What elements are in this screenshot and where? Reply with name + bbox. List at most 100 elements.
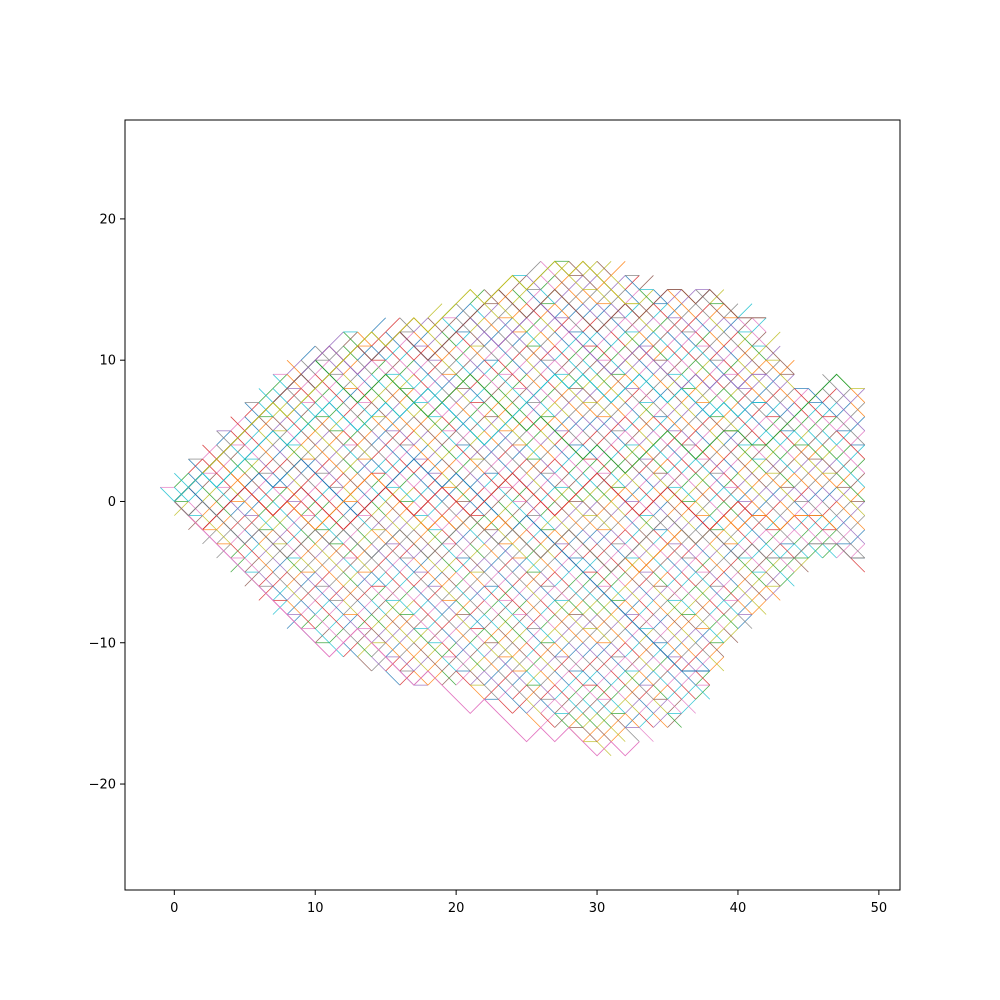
- lattice-segment: [582, 670, 598, 686]
- lattice-segment: [286, 388, 302, 403]
- lattice-segment: [695, 303, 711, 319]
- lattice-segment: [610, 670, 626, 686]
- lattice-segment: [455, 600, 471, 615]
- lattice-segment: [667, 670, 682, 686]
- lattice-segment: [639, 571, 654, 587]
- lattice-segment: [300, 600, 316, 615]
- lattice-segment: [357, 444, 372, 460]
- lattice-segment: [427, 359, 443, 375]
- lattice-segment: [202, 487, 217, 502]
- lattice-segment: [751, 388, 767, 403]
- lattice-segment: [314, 487, 330, 502]
- lattice-segment: [512, 501, 527, 516]
- lattice-segment: [596, 600, 612, 615]
- lattice-segment: [357, 614, 372, 629]
- lattice-segment: [512, 698, 527, 714]
- lattice-segment: [371, 444, 386, 460]
- lattice-segment: [582, 458, 598, 474]
- lattice-segment: [695, 331, 711, 347]
- lattice-segment: [582, 388, 598, 403]
- lattice-segment: [526, 656, 541, 672]
- lattice-segment: [723, 487, 739, 502]
- lattice-segment: [258, 543, 274, 559]
- lattice-segment: [469, 642, 485, 658]
- lattice-segment: [624, 713, 640, 728]
- lattice-segment: [244, 543, 260, 559]
- lattice-segment: [343, 444, 358, 460]
- lattice-segment: [286, 515, 302, 531]
- lattice-segment: [329, 444, 344, 460]
- lattice-segment: [371, 571, 386, 587]
- lattice-segment: [244, 501, 260, 516]
- lattice-segment: [794, 529, 809, 545]
- lattice-segment: [399, 444, 415, 460]
- lattice-segment: [624, 529, 640, 545]
- lattice-segment: [681, 430, 696, 446]
- lattice-segment: [582, 614, 598, 629]
- lattice-segment: [610, 529, 626, 545]
- lattice-segment: [554, 487, 570, 502]
- lattice-segment: [695, 656, 711, 672]
- lattice-segment: [314, 571, 330, 587]
- lattice-segment: [371, 585, 386, 601]
- lattice-segment: [568, 402, 584, 417]
- lattice-segment: [314, 543, 330, 559]
- lattice-segment: [582, 430, 598, 446]
- lattice-segment: [850, 416, 866, 432]
- x-axis: 0 10 20 30 40 50: [170, 890, 887, 916]
- lattice-segment: [526, 529, 541, 545]
- series-line-10: [174, 373, 767, 502]
- lattice-segment: [568, 388, 584, 403]
- lattice-segment: [385, 359, 401, 375]
- lattice-segment: [568, 585, 584, 601]
- lattice-segment: [624, 600, 640, 615]
- lattice-segment: [765, 444, 781, 460]
- lattice-segment: [469, 458, 485, 474]
- lattice-segment: [413, 557, 429, 573]
- lattice-segment: [526, 472, 541, 488]
- lattice-segment: [286, 444, 302, 460]
- lattice-segment: [329, 614, 344, 629]
- lattice-segment: [765, 458, 781, 474]
- lattice-segment: [582, 303, 598, 319]
- lattice-segment: [667, 317, 682, 333]
- lattice-segment: [850, 388, 866, 403]
- lattice-segment: [695, 642, 711, 658]
- lattice-segment: [751, 487, 767, 502]
- lattice-segment: [427, 430, 443, 446]
- lattice-segment: [512, 656, 527, 672]
- lattice-segment: [850, 515, 866, 531]
- lattice-segment: [653, 656, 668, 672]
- lattice-segment: [314, 628, 330, 644]
- lattice-segment: [596, 628, 612, 644]
- lattice-segment: [653, 698, 668, 714]
- lattice-segment: [737, 444, 753, 460]
- lattice-segment: [653, 585, 668, 601]
- series-line-8: [174, 500, 865, 573]
- lattice-segment: [300, 472, 316, 488]
- lattice-segment: [765, 331, 781, 347]
- lattice-segment: [230, 543, 246, 559]
- lattice-segment: [286, 472, 302, 488]
- lattice-segment: [441, 642, 457, 658]
- lattice-segment: [681, 543, 696, 559]
- lattice-segment: [413, 430, 429, 446]
- lattice-segment: [582, 359, 598, 375]
- lattice-segment: [737, 529, 753, 545]
- lattice-segment: [526, 331, 541, 347]
- lattice-segment: [568, 430, 584, 446]
- lattice-segment: [455, 557, 471, 573]
- lattice-segment: [258, 458, 274, 474]
- lattice-segment: [441, 458, 457, 474]
- lattice-segment: [653, 345, 668, 361]
- lattice-segment: [427, 458, 443, 474]
- lattice-segment: [568, 642, 584, 658]
- lattice-segment: [484, 557, 499, 573]
- lattice-segment: [526, 444, 541, 460]
- lattice-segment: [286, 529, 302, 545]
- lattice-segment: [526, 670, 541, 686]
- lattice-segment: [723, 571, 739, 587]
- lattice-segment: [779, 444, 795, 460]
- lattice-segment: [596, 684, 612, 700]
- lattice-segment: [357, 642, 372, 658]
